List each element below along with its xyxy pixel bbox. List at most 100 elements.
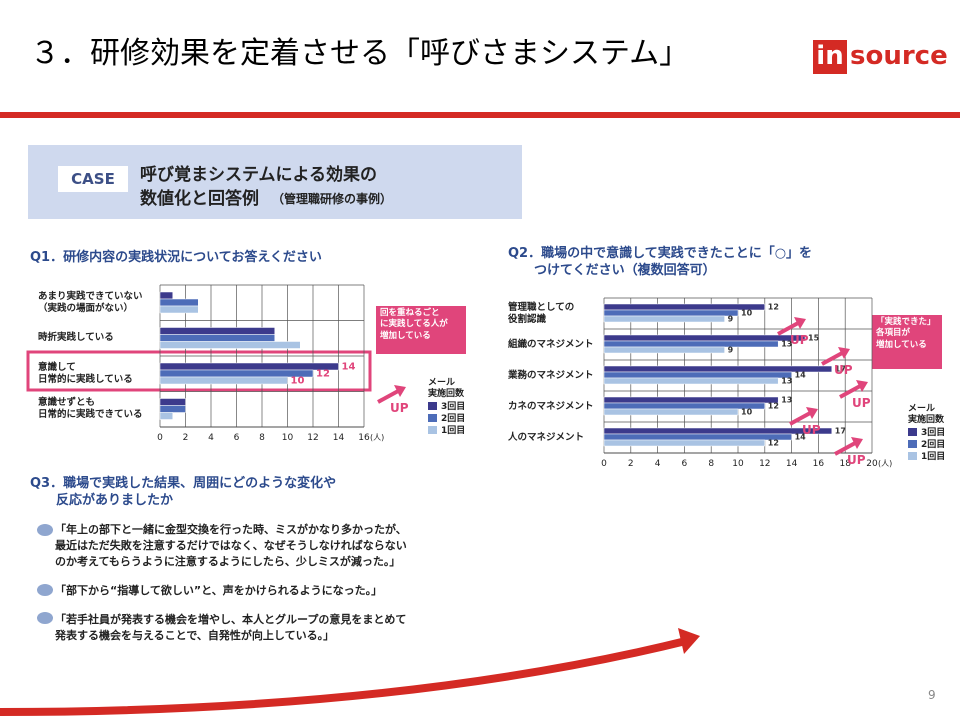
bar: [603, 334, 806, 342]
value-label: 10: [291, 376, 305, 387]
up-label: UP: [852, 396, 871, 410]
bar: [603, 315, 725, 323]
up-label: UP: [847, 453, 866, 467]
logo: source: [850, 41, 948, 71]
legend-title: メール 実施回数: [908, 404, 945, 425]
value-label: 13: [781, 377, 792, 386]
value-label: 10: [741, 408, 753, 417]
value-label: 12: [768, 303, 779, 312]
bar: [159, 291, 173, 300]
bar: [603, 340, 779, 348]
chart-title: Q2．職場の中で意識して実践できたことに「○」を つけてください（複数回答可）: [508, 246, 813, 278]
x-tick-label: 8: [708, 459, 714, 469]
bar: [603, 371, 792, 379]
legend-label: 1回目: [921, 451, 945, 462]
bar: [159, 341, 301, 349]
bubble-icon: [37, 612, 53, 624]
callout: 「実践できた」 各項目が 増加している: [876, 317, 936, 350]
callout: 回を重ねるごと に実践してる人が 増加している: [380, 308, 448, 341]
up-label: UP: [790, 333, 809, 347]
legend-swatch: [908, 452, 917, 460]
x-tick-label: 6: [682, 459, 688, 469]
bubble-icon: [37, 584, 53, 596]
bar: [159, 298, 199, 307]
x-tick-label: 0: [157, 433, 163, 443]
bar: [603, 396, 779, 404]
category-label: あまり実践できていない （実践の場面がない）: [38, 290, 143, 314]
category-label: 時折実践している: [38, 332, 114, 344]
legend-label: 2回目: [921, 439, 945, 450]
bar: [159, 405, 186, 413]
slide-title: ３．研修効果を定着させる「呼びさまシステム」: [30, 36, 690, 71]
value-label: 9: [728, 346, 734, 355]
callout-box: [872, 315, 942, 369]
up-arrow: [377, 388, 401, 404]
case-tag-box: [58, 166, 128, 192]
bar: [159, 398, 186, 406]
bubble-icon: [37, 524, 53, 536]
value-label: 17: [835, 365, 846, 374]
bar: [159, 376, 288, 385]
category-label: 意識せずとも 日常的に実践できている: [38, 397, 143, 421]
legend-label: 3回目: [441, 401, 465, 412]
category-label: 意識して 日常的に実践している: [38, 361, 133, 385]
bar: [159, 362, 339, 371]
value-label: 12: [316, 369, 330, 380]
up-arrow-head: [851, 437, 863, 449]
x-tick-label: 8: [259, 433, 265, 443]
legend-swatch: [428, 402, 437, 410]
bar: [159, 305, 199, 314]
arrow-head: [678, 628, 700, 654]
value-label: 13: [781, 340, 792, 349]
up-arrow-head: [838, 347, 850, 359]
x-tick-label: 16: [813, 459, 825, 469]
x-tick-label: 2: [628, 459, 634, 469]
up-arrow: [834, 440, 858, 456]
up-label: UP: [802, 423, 821, 437]
x-tick-label: 12: [759, 459, 770, 469]
x-tick-label: 4: [208, 433, 214, 443]
bar: [603, 439, 766, 447]
x-tick-label: 4: [655, 459, 661, 469]
axis-unit: (人): [370, 433, 384, 442]
logo: in: [816, 41, 844, 71]
progress-arrow: [0, 636, 691, 716]
case-tag: CASE: [71, 170, 115, 188]
up-arrow: [821, 350, 845, 366]
category-label: 組織のマネジメント: [508, 338, 594, 350]
x-tick-label: 20: [866, 459, 878, 469]
category-label: 管理職としての 役割認識: [508, 301, 575, 325]
value-label: 15: [808, 334, 820, 343]
bar: [603, 346, 725, 354]
page-number: 9: [928, 688, 936, 702]
x-tick-label: 0: [601, 459, 607, 469]
legend-label: 3回目: [921, 427, 945, 438]
up-arrow-head: [394, 385, 406, 397]
x-tick-label: 6: [234, 433, 240, 443]
case-title: 呼び覚まシステムによる効果の: [140, 165, 377, 185]
legend-label: 1回目: [441, 425, 465, 436]
legend-title: メール 実施回数: [428, 378, 465, 399]
x-tick-label: 10: [282, 433, 294, 443]
callout-box: [376, 306, 466, 354]
category-label: カネのマネジメント: [508, 400, 594, 412]
q3-title: Q3．職場で実践した結果、周囲にどのような変化や 反応がありましたか: [30, 476, 337, 508]
value-label: 17: [835, 427, 846, 436]
up-arrow: [839, 383, 863, 399]
up-label: UP: [390, 401, 409, 415]
case-title: 数値化と回答例: [140, 189, 259, 209]
x-tick-label: 2: [183, 433, 189, 443]
value-label: 14: [795, 433, 807, 442]
category-label: 業務のマネジメント: [508, 369, 594, 381]
x-tick-label: 12: [307, 433, 318, 443]
legend-swatch: [908, 428, 917, 436]
axis-unit: (人): [878, 459, 892, 468]
answer: 「若手社員が発表する機会を増やし、本人とグループの意見をまとめて 発表する機会を…: [55, 613, 407, 642]
value-label: 14: [795, 371, 807, 380]
up-arrow-head: [856, 380, 868, 392]
up-arrow-head: [794, 317, 806, 329]
bar: [159, 327, 275, 335]
legend-swatch: [428, 426, 437, 434]
